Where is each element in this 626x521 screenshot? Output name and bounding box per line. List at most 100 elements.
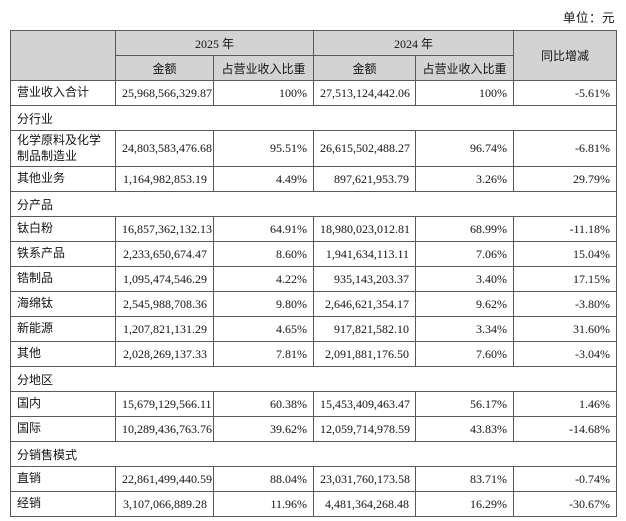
yoy-change-cell: 17.15% <box>513 266 618 293</box>
section-row: 分地区 <box>9 366 618 393</box>
row-label: 经销 <box>10 491 116 518</box>
amount-2025-cell: 2,028,269,137.33 <box>115 341 214 368</box>
yoy-change-cell: -3.80% <box>513 291 618 318</box>
table-row: 其他 2,028,269,137.33 7.81% 2,091,881,176.50 7… <box>10 341 618 368</box>
ratio-2025-cell: 7.81% <box>212 341 315 368</box>
amount-2024-cell: 27,513,124,442.06 <box>313 80 417 106</box>
yoy-change-cell: -30.67% <box>513 491 618 518</box>
amount-2025-cell: 2,233,650,674.47 <box>115 241 214 268</box>
table-row: 国内 15,679,129,566.11 60.38% 15,453,409,463.… <box>10 391 618 418</box>
ratio-2025-cell: 64.91% <box>212 216 315 243</box>
header-row-years: 2025 年 2024 年 同比增减 <box>10 30 618 81</box>
amount-2024-cell: 23,031,760,173.58 <box>313 466 417 493</box>
table-body: 营业收入合计 25,968,566,329.87 100% 27,513,124,44… <box>9 80 618 518</box>
yoy-change-cell: -5.61% <box>513 80 618 106</box>
ratio-2024-cell: 3.34% <box>415 316 515 343</box>
amount-2025-cell: 2,545,988,708.36 <box>115 291 214 318</box>
table-header: 2025 年 2024 年 同比增减 金额 占营业收入比重 金额 占营业收入比重 <box>10 30 618 81</box>
yoy-change-cell: -11.18% <box>513 216 618 243</box>
section-label: 分行业 <box>9 105 618 131</box>
unit-label: 单位：元 <box>562 11 615 25</box>
ratio-2024-cell: 7.60% <box>415 341 515 368</box>
year-2025-header: 2025 年 <box>114 30 315 56</box>
ratio-2025-cell: 95.51% <box>212 129 315 168</box>
year-2024-header: 2024 年 <box>313 30 515 56</box>
ratio-2025-cell: 100% <box>212 80 315 106</box>
section-row: 分行业 <box>9 105 618 131</box>
ratio-2024-header: 占营业收入比重 <box>415 55 515 81</box>
ratio-2024-cell: 3.26% <box>415 166 515 193</box>
table-row: 新能源 1,207,821,131.29 4.65% 917,821,582.10 3.… <box>10 316 618 343</box>
table-row: 经销 3,107,066,889.28 11.96% 4,481,364,268.48… <box>10 491 618 518</box>
ratio-2024-cell: 56.17% <box>415 391 515 418</box>
amount-2025-header: 金额 <box>115 55 214 81</box>
amount-2025-cell: 15,679,129,566.11 <box>115 391 214 418</box>
amount-2024-header: 金额 <box>313 55 417 81</box>
amount-2025-cell: 1,095,474,546.29 <box>115 266 214 293</box>
table-row: 海绵钛 2,545,988,708.36 9.80% 2,646,621,354.17… <box>10 291 618 318</box>
ratio-2025-cell: 39.62% <box>212 416 315 443</box>
amount-2025-cell: 10,289,436,763.76 <box>115 416 214 443</box>
section-label: 分产品 <box>9 191 618 218</box>
ratio-2025-cell: 4.65% <box>212 316 315 343</box>
yoy-change-cell: -14.68% <box>513 416 618 443</box>
ratio-2025-cell: 60.38% <box>212 391 315 418</box>
ratio-2025-cell: 4.22% <box>212 266 315 293</box>
yoy-change-cell: -0.74% <box>513 466 618 493</box>
amount-2024-cell: 935,143,203.37 <box>313 266 417 293</box>
amount-2025-cell: 1,207,821,131.29 <box>115 316 214 343</box>
ratio-2024-cell: 83.71% <box>415 466 515 493</box>
yoy-change-cell: 15.04% <box>513 241 618 268</box>
amount-2024-cell: 917,821,582.10 <box>313 316 417 343</box>
table-row: 钛白粉 16,857,362,132.13 64.91% 18,980,023,012… <box>10 216 618 243</box>
ratio-2024-cell: 7.06% <box>415 241 515 268</box>
section-row: 分产品 <box>9 191 618 218</box>
ratio-2024-cell: 3.40% <box>415 266 515 293</box>
table-row: 化学原料及化学制品制造业 24,803,583,476.68 95.51% 26,61… <box>10 129 618 168</box>
amount-2024-cell: 897,621,953.79 <box>313 166 417 193</box>
row-label: 海绵钛 <box>10 291 116 318</box>
table-row: 营业收入合计 25,968,566,329.87 100% 27,513,124,44… <box>10 80 618 106</box>
amount-2024-cell: 26,615,502,488.27 <box>313 129 417 168</box>
ratio-2025-cell: 88.04% <box>212 466 315 493</box>
row-label: 锆制品 <box>10 266 116 293</box>
yoy-change-header: 同比增减 <box>513 30 618 81</box>
amount-2025-cell: 25,968,566,329.87 <box>115 80 214 106</box>
amount-2025-cell: 1,164,982,853.19 <box>115 166 214 193</box>
yoy-change-cell: -6.81% <box>513 129 618 168</box>
ratio-2025-header: 占营业收入比重 <box>212 55 315 81</box>
amount-2025-cell: 22,861,499,440.59 <box>115 466 214 493</box>
table-row: 直销 22,861,499,440.59 88.04% 23,031,760,173.… <box>10 466 618 493</box>
amount-2024-cell: 15,453,409,463.47 <box>313 391 417 418</box>
row-label: 营业收入合计 <box>10 80 116 106</box>
amount-2024-cell: 4,481,364,268.48 <box>313 491 417 518</box>
amount-2024-cell: 1,941,634,113.11 <box>313 241 417 268</box>
yoy-change-cell: 31.60% <box>513 316 618 343</box>
amount-2024-cell: 2,646,621,354.17 <box>313 291 417 318</box>
ratio-2024-cell: 16.29% <box>415 491 515 518</box>
table-row: 锆制品 1,095,474,546.29 4.22% 935,143,203.37 3.… <box>10 266 618 293</box>
row-label: 国际 <box>10 416 116 443</box>
row-label: 化学原料及化学制品制造业 <box>10 129 116 168</box>
row-label: 钛白粉 <box>10 216 116 243</box>
header-row-measures: 金额 占营业收入比重 金额 占营业收入比重 <box>11 55 617 81</box>
table-row: 其他业务 1,164,982,853.19 4.49% 897,621,953.79 3… <box>10 166 618 193</box>
amount-2024-cell: 12,059,714,978.59 <box>313 416 417 443</box>
row-label: 国内 <box>10 391 116 418</box>
section-label: 分销售模式 <box>9 441 618 468</box>
yoy-change-cell: 1.46% <box>513 391 618 418</box>
row-label: 直销 <box>10 466 116 493</box>
amount-2025-cell: 16,857,362,132.13 <box>115 216 214 243</box>
ratio-2024-cell: 100% <box>415 80 515 106</box>
amount-2025-cell: 24,803,583,476.68 <box>115 129 214 168</box>
amount-2025-cell: 3,107,066,889.28 <box>115 491 214 518</box>
ratio-2025-cell: 9.80% <box>212 291 315 318</box>
table-row: 铁系产品 2,233,650,674.47 8.60% 1,941,634,113.1… <box>10 241 618 268</box>
row-label: 其他 <box>10 341 116 368</box>
row-label: 铁系产品 <box>10 241 116 268</box>
row-label: 其他业务 <box>10 166 116 193</box>
ratio-2025-cell: 8.60% <box>212 241 315 268</box>
row-label: 新能源 <box>10 316 116 343</box>
ratio-2024-cell: 68.99% <box>415 216 515 243</box>
